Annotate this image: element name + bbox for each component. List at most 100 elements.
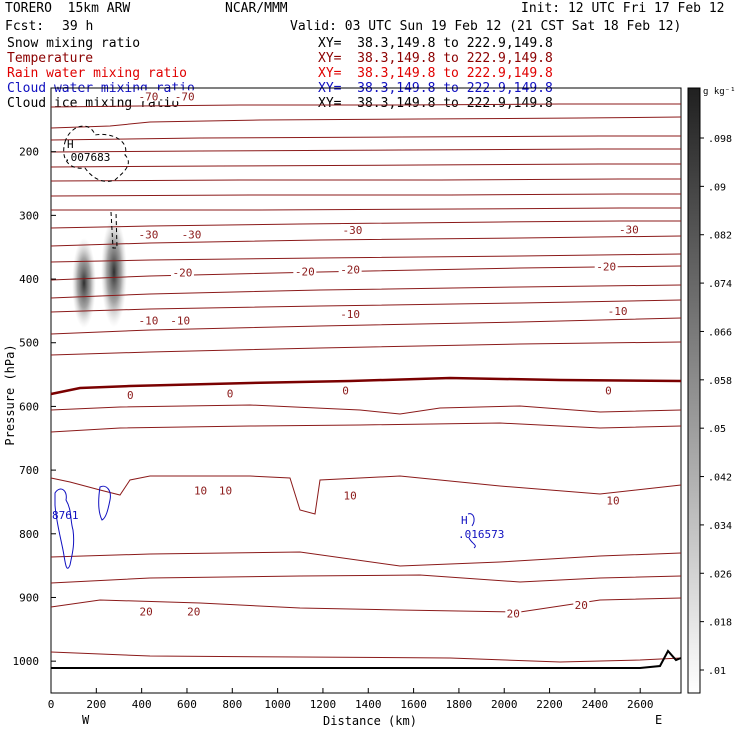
contour-label-bg <box>168 314 192 326</box>
contour-label: -10 <box>170 314 190 327</box>
field-xy-cloud-ice: XY= 38.3,149.8 to 222.9,149.8 <box>318 96 553 111</box>
colorbar-label: .058 <box>708 376 732 387</box>
x-axis-title: Distance (km) <box>323 714 417 728</box>
y-tick-label: 1000 <box>13 655 40 668</box>
contour-label-bg <box>293 265 317 277</box>
contour-label: 0 <box>342 385 349 398</box>
contour-label-bg <box>594 260 618 272</box>
contour-label-bg <box>338 308 362 320</box>
contour-label-bg <box>192 484 209 496</box>
model-title: TORERO 15km ARW <box>5 1 131 16</box>
x-tick-label: 2200 <box>536 698 563 711</box>
colorbar-label: .09 <box>708 182 726 193</box>
contour-label-bg <box>185 605 202 617</box>
y-tick-label: 400 <box>19 273 39 286</box>
contour-label: -30 <box>182 228 202 241</box>
y-tick-label: 600 <box>19 400 39 413</box>
contour-label-bg <box>606 304 630 316</box>
contour-label: -10 <box>340 308 360 321</box>
y-tick-label: 700 <box>19 464 39 477</box>
east-label: E <box>655 713 662 727</box>
cloud-water-contour <box>54 485 476 569</box>
colorbar-labels: .01 .018 .026 .034 .042 .05 .058 .066 .074 .082 .0… <box>700 134 732 677</box>
x-tick-label: 1600 <box>400 698 427 711</box>
contour-label-bg <box>340 224 364 236</box>
forecast-hour: 39 h <box>62 19 94 34</box>
init-time: Init: 12 UTC Fri 17 Feb 12 <box>521 1 725 16</box>
y-tick-label: 300 <box>19 209 39 222</box>
contour-label: -10 <box>139 314 159 327</box>
cloud-left-value: 8761 <box>52 509 79 522</box>
x-tick-label: 1800 <box>446 698 473 711</box>
ice-max-marker: H <box>67 138 74 151</box>
contour-label-bg <box>225 387 235 399</box>
contour-label-bg <box>170 266 194 278</box>
field-xy-rain: XY= 38.3,149.8 to 222.9,149.8 <box>318 66 553 81</box>
colorbar-label: .098 <box>708 134 732 145</box>
colorbar-label: .034 <box>708 521 732 532</box>
contour-label: -30 <box>342 224 362 237</box>
snow-blob-west <box>72 238 96 328</box>
contour-label: 20 <box>575 599 588 612</box>
x-tick-label: 800 <box>222 698 242 711</box>
contour-label: -20 <box>340 264 360 277</box>
contour-label: -70 <box>139 90 159 103</box>
colorbar-label: .042 <box>708 473 732 484</box>
contour-label-bg <box>173 90 197 102</box>
ice-max-value: .007683 <box>64 151 110 164</box>
contour-label-bg <box>180 228 204 240</box>
colorbar-label: .082 <box>708 231 732 242</box>
center-title: NCAR/MMM <box>225 1 288 16</box>
temperature-contours <box>50 103 682 663</box>
cloud-max-marker: H <box>461 514 468 527</box>
colorbar-label: .01 <box>708 666 726 677</box>
x-tick-label: 2400 <box>582 698 609 711</box>
x-tick-label: 1200 <box>310 698 337 711</box>
contour-label-bg <box>617 223 641 235</box>
contour-label: -70 <box>175 90 195 103</box>
colorbar-label: .018 <box>708 618 732 629</box>
colorbar-label: .026 <box>708 569 732 580</box>
x-tick-label: 200 <box>86 698 106 711</box>
west-label: W <box>82 713 90 727</box>
x-tick-label: 600 <box>177 698 197 711</box>
contour-label-bg <box>136 90 160 102</box>
contour-label-bg <box>136 228 160 240</box>
field-name-temperature: Temperature <box>7 51 94 66</box>
surface-line <box>51 649 682 669</box>
x-axis-ticks: 0 200 400 600 800 1000 1200 1400 1600 1800 2000 220… <box>48 688 653 711</box>
contour-label: -20 <box>173 267 193 280</box>
valid-time: Valid: 03 UTC Sun 19 Feb 12 (21 CST Sat … <box>290 19 682 34</box>
contour-label: 20 <box>140 605 153 618</box>
y-tick-label: 800 <box>19 528 39 541</box>
contour-label: 10 <box>219 484 232 497</box>
contour-label: -30 <box>139 228 159 241</box>
x-tick-label: 1400 <box>355 698 382 711</box>
x-tick-label: 1000 <box>264 698 291 711</box>
cloud-max-value: .016573 <box>458 528 504 541</box>
contour-label-bg <box>338 263 362 275</box>
contour-label: 20 <box>507 607 520 620</box>
contour-label-bg <box>605 494 622 506</box>
colorbar-label: .05 <box>708 424 726 435</box>
contour-label-bg <box>505 607 522 619</box>
contour-label-bg <box>573 599 590 611</box>
temperature-contour-labels: -70 -70-30 -30 -30 -30-20 -20 -20 -20-10 -10 -10-… <box>125 90 641 620</box>
colorbar-label: .066 <box>708 327 732 338</box>
contour-label: -20 <box>295 265 315 278</box>
contour-label-bg <box>341 384 351 396</box>
colorbar <box>687 87 701 694</box>
contour-label: -20 <box>596 260 616 273</box>
contour-label-bg <box>342 489 359 501</box>
x-tick-label: 0 <box>48 698 55 711</box>
contour-label-bg <box>217 484 234 496</box>
y-axis-title: Pressure (hPa) <box>3 344 17 445</box>
field-name-snow: Snow mixing ratio <box>7 36 141 51</box>
contour-label-bg <box>136 314 160 326</box>
field-name-rain: Rain water mixing ratio <box>7 66 188 81</box>
colorbar-label: .074 <box>708 279 732 290</box>
field-xy-snow: XY= 38.3,149.8 to 222.9,149.8 <box>318 36 553 51</box>
y-tick-label: 500 <box>19 337 39 350</box>
contour-label: -30 <box>619 223 639 236</box>
